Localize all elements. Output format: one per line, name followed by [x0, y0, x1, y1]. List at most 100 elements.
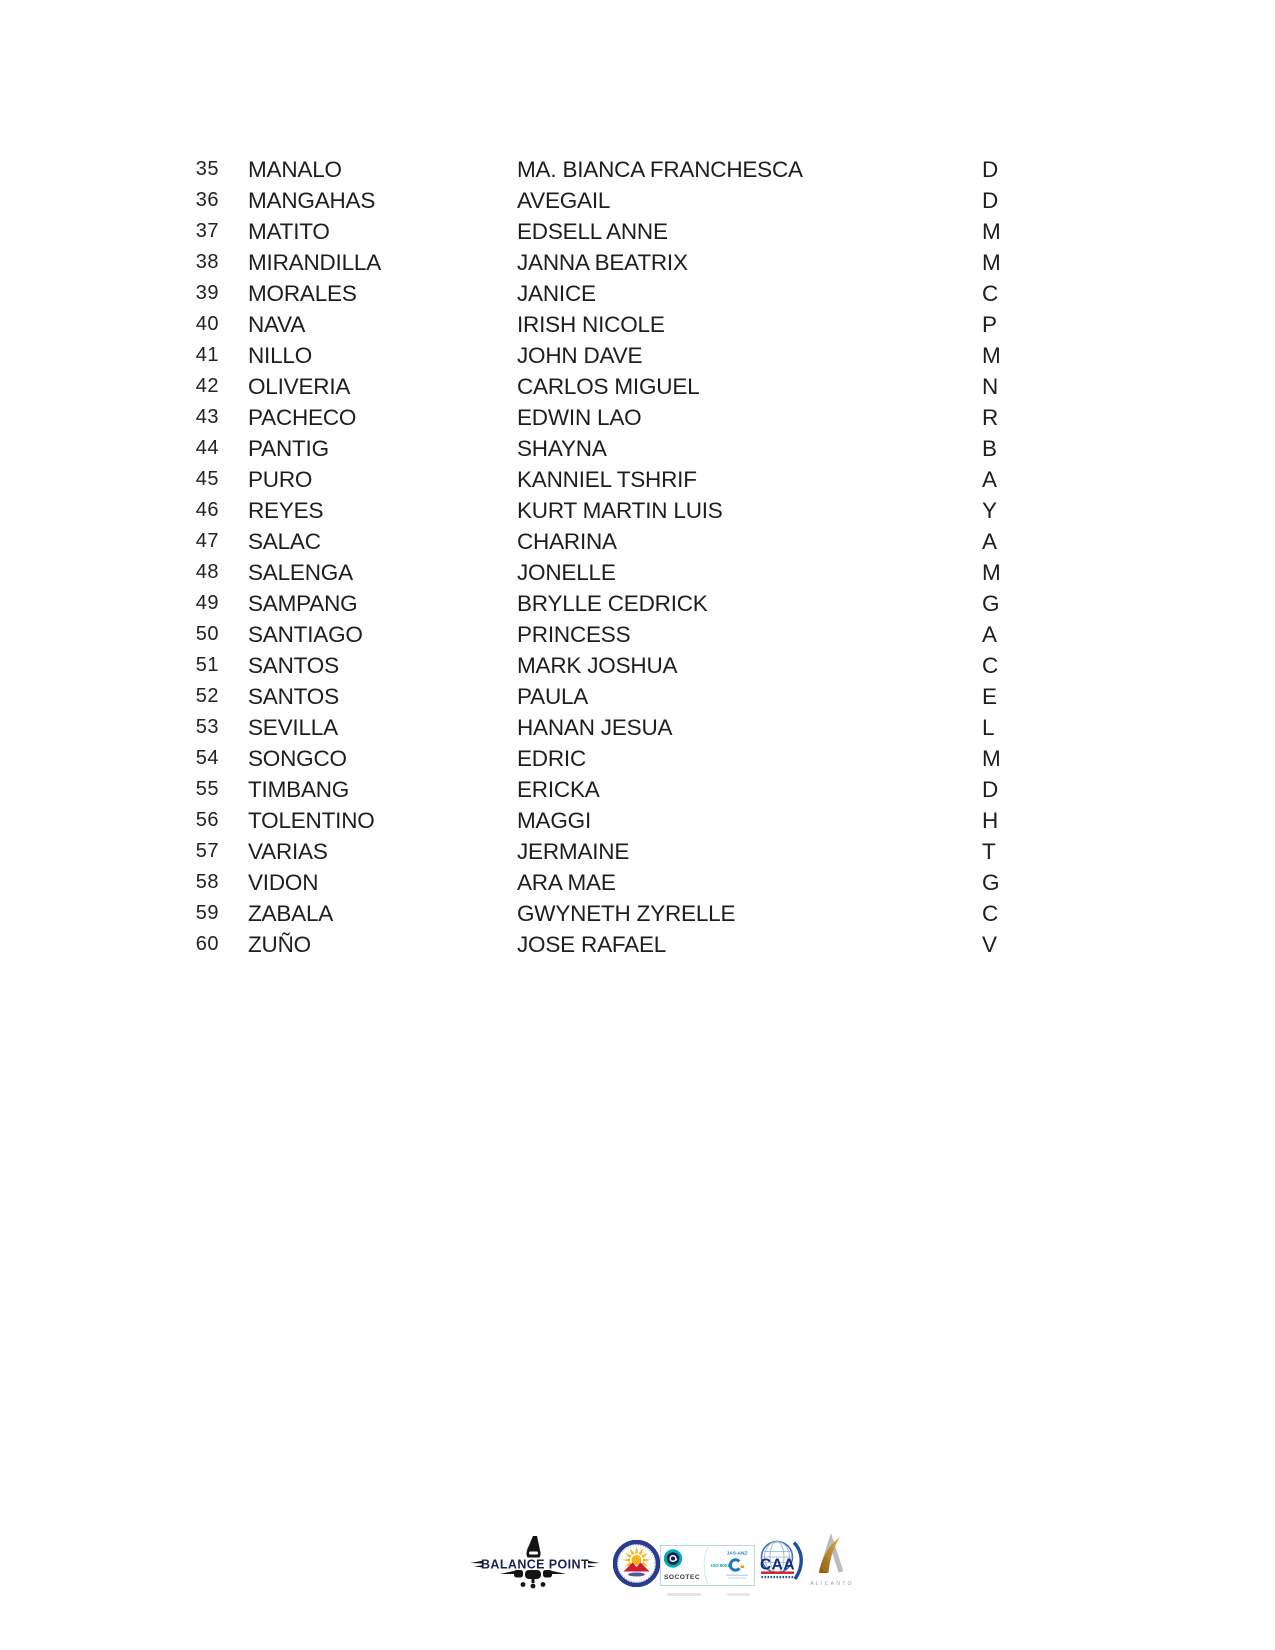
given-name: BRYLLE CEDRICK	[517, 591, 708, 616]
row-number: 44	[195, 437, 219, 459]
given-name: HANAN JESUA	[517, 715, 673, 740]
given-name: JANICE	[517, 281, 596, 306]
middle-initial: M	[982, 343, 1001, 368]
middle-initial: L	[982, 715, 995, 740]
given-name: MARK JOSHUA	[517, 653, 678, 678]
table-row: 50 SANTIAGO PRINCESS A	[0, 619, 1275, 650]
given-name: PRINCESS	[517, 622, 631, 647]
table-row: 36 MANGAHAS AVEGAIL D	[0, 185, 1275, 216]
surname: SANTIAGO	[248, 622, 363, 647]
middle-initial: T	[982, 839, 996, 864]
middle-initial: G	[982, 870, 1000, 895]
surname: PANTIG	[248, 436, 329, 461]
table-row: 46 REYES KURT MARTIN LUIS Y	[0, 495, 1275, 526]
surname: VARIAS	[248, 839, 328, 864]
row-number: 57	[195, 840, 219, 862]
airplane-icon	[470, 1536, 600, 1589]
middle-initial: D	[982, 157, 999, 182]
middle-initial: C	[982, 653, 999, 678]
row-number: 51	[195, 654, 219, 676]
middle-initial: M	[982, 219, 1001, 244]
row-number: 37	[195, 220, 219, 242]
table-row: 58 VIDON ARA MAE G	[0, 867, 1275, 898]
surname: PACHECO	[248, 405, 357, 430]
surname: SALENGA	[248, 560, 353, 585]
caa-label: CAA	[760, 1557, 795, 1574]
row-number: 43	[195, 406, 219, 428]
middle-initial: E	[982, 684, 998, 709]
globe-icon	[760, 1540, 803, 1580]
caa-logo: CAA	[760, 1540, 803, 1580]
surname: MANALO	[248, 157, 342, 182]
middle-initial: V	[982, 932, 998, 957]
middle-initial: M	[982, 560, 1001, 585]
given-name: IRISH NICOLE	[517, 312, 665, 337]
row-number: 35	[195, 158, 219, 180]
given-name: JONELLE	[517, 560, 616, 585]
balance-point-logo: BALANCE POINT	[470, 1536, 600, 1589]
middle-initial: D	[982, 777, 999, 802]
row-number: 60	[195, 933, 219, 955]
given-name: GWYNETH ZYRELLE	[517, 901, 736, 926]
table-row: 55 TIMBANG ERICKA D	[0, 774, 1275, 805]
table-row: 39 MORALES JANICE C	[0, 278, 1275, 309]
balance-point-label: BALANCE POINT	[481, 1558, 589, 1572]
row-number: 59	[195, 902, 219, 924]
socotec-certification-box: SOCOTEC ISO 9001 JAS-ANZ	[660, 1545, 755, 1586]
alicanto-monogram-icon	[818, 1534, 844, 1573]
surname: PURO	[248, 467, 313, 492]
given-name: ARA MAE	[517, 870, 616, 895]
given-name: KANNIEL TSHRIF	[517, 467, 697, 492]
middle-initial: G	[982, 591, 1000, 616]
roster-table: 35 MANALO MA. BIANCA FRANCHESCA D 36 MAN…	[0, 154, 1275, 960]
surname: TOLENTINO	[248, 808, 375, 833]
row-number: 40	[195, 313, 219, 335]
table-row: 51 SANTOS MARK JOSHUA C	[0, 650, 1275, 681]
row-number: 54	[195, 747, 219, 769]
table-row: 60 ZUÑO JOSE RAFAEL V	[0, 929, 1275, 960]
table-row: 54 SONGCO EDRIC M	[0, 743, 1275, 774]
surname: SAMPANG	[248, 591, 358, 616]
row-number: 41	[195, 344, 219, 366]
surname: SEVILLA	[248, 715, 338, 740]
row-number: 38	[195, 251, 219, 273]
table-row: 52 SANTOS PAULA E	[0, 681, 1275, 712]
row-number: 58	[195, 871, 219, 893]
row-number: 45	[195, 468, 219, 490]
given-name: JOHN DAVE	[517, 343, 643, 368]
row-number: 46	[195, 499, 219, 521]
table-row: 42 OLIVERIA CARLOS MIGUEL N	[0, 371, 1275, 402]
surname: ZUÑO	[248, 932, 311, 957]
given-name: MAGGI	[517, 808, 592, 833]
given-name: JANNA BEATRIX	[517, 250, 688, 275]
middle-initial: M	[982, 250, 1001, 275]
row-number: 39	[195, 282, 219, 304]
iso-label: ISO 9001	[711, 1563, 730, 1568]
surname: SALAC	[248, 529, 321, 554]
surname: NILLO	[248, 343, 313, 368]
surname: SANTOS	[248, 653, 339, 678]
middle-initial: Y	[982, 498, 998, 523]
table-row: 57 VARIAS JERMAINE T	[0, 836, 1275, 867]
alicanto-label: ALICANTO	[810, 1581, 853, 1587]
middle-initial: A	[982, 529, 998, 554]
surname: MIRANDILLA	[248, 250, 382, 275]
given-name: CHARINA	[517, 529, 617, 554]
row-number: 47	[195, 530, 219, 552]
philippine-seal-icon	[613, 1540, 660, 1587]
caa-microtext-band	[761, 1576, 794, 1579]
row-number: 55	[195, 778, 219, 800]
surname: SONGCO	[248, 746, 347, 771]
table-row: 37 MATITO EDSELL ANNE M	[0, 216, 1275, 247]
table-row: 44 PANTIG SHAYNA B	[0, 433, 1275, 464]
given-name: SHAYNA	[517, 436, 607, 461]
given-name: PAULA	[517, 684, 589, 709]
table-row: 49 SAMPANG BRYLLE CEDRICK G	[0, 588, 1275, 619]
row-number: 53	[195, 716, 219, 738]
table-row: 53 SEVILLA HANAN JESUA L	[0, 712, 1275, 743]
surname: TIMBANG	[248, 777, 350, 802]
table-row: 35 MANALO MA. BIANCA FRANCHESCA D	[0, 154, 1275, 185]
row-number: 52	[195, 685, 219, 707]
middle-initial: D	[982, 188, 999, 213]
